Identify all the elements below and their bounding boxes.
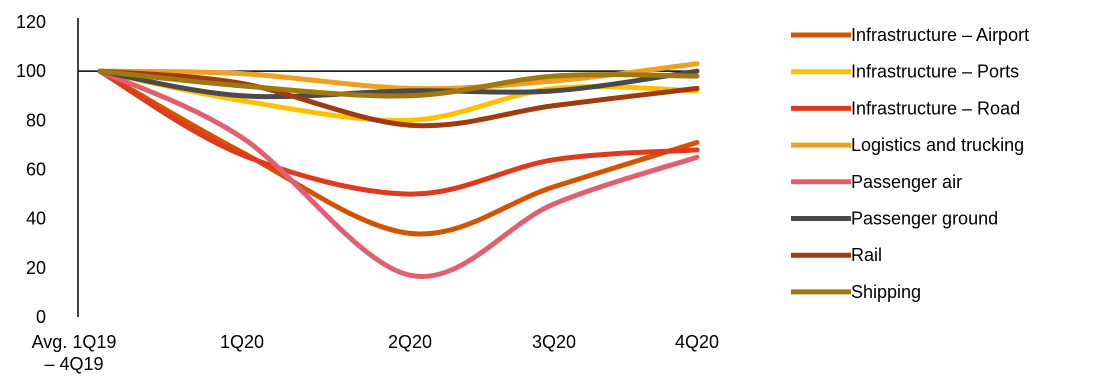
- y-tick-label: 100: [16, 61, 46, 81]
- series-lines: [97, 61, 700, 279]
- legend-label: Passenger ground: [851, 209, 998, 229]
- series-line-5: [97, 68, 700, 100]
- legend-label: Infrastructure – Airport: [851, 25, 1029, 45]
- x-tick-label: 2Q20: [388, 332, 432, 352]
- y-tick-label: 40: [26, 209, 46, 229]
- legend-label: Infrastructure – Ports: [851, 62, 1019, 82]
- series-line-7: [97, 68, 700, 99]
- legend-label: Logistics and trucking: [851, 135, 1024, 155]
- y-tick-label: 0: [36, 307, 46, 327]
- y-tick-label: 60: [26, 160, 46, 180]
- series-line-0: [97, 68, 700, 237]
- series-line-4: [97, 68, 700, 279]
- legend: Infrastructure – Airport Infrastructure –…: [791, 25, 1029, 302]
- y-tick-label: 20: [26, 258, 46, 278]
- legend-label: Infrastructure – Road: [851, 98, 1020, 118]
- legend-label: Shipping: [851, 282, 921, 302]
- x-tick-label: 1Q20: [220, 332, 264, 352]
- axes: 0 20 40 60 80 100 120 Avg. 1Q19– 4Q19 1Q20 2Q20 3Q…: [16, 12, 719, 374]
- x-tick-label: Avg. 1Q19– 4Q19: [32, 332, 117, 374]
- series-line-2: [97, 68, 700, 197]
- legend-label: Passenger air: [851, 172, 962, 192]
- x-tick-label: 3Q20: [532, 332, 576, 352]
- y-tick-label: 120: [16, 12, 46, 32]
- y-tick-label: 80: [26, 110, 46, 130]
- legend-label: Rail: [851, 245, 882, 265]
- series-line-6: [97, 68, 700, 129]
- x-tick-label: 4Q20: [675, 332, 719, 352]
